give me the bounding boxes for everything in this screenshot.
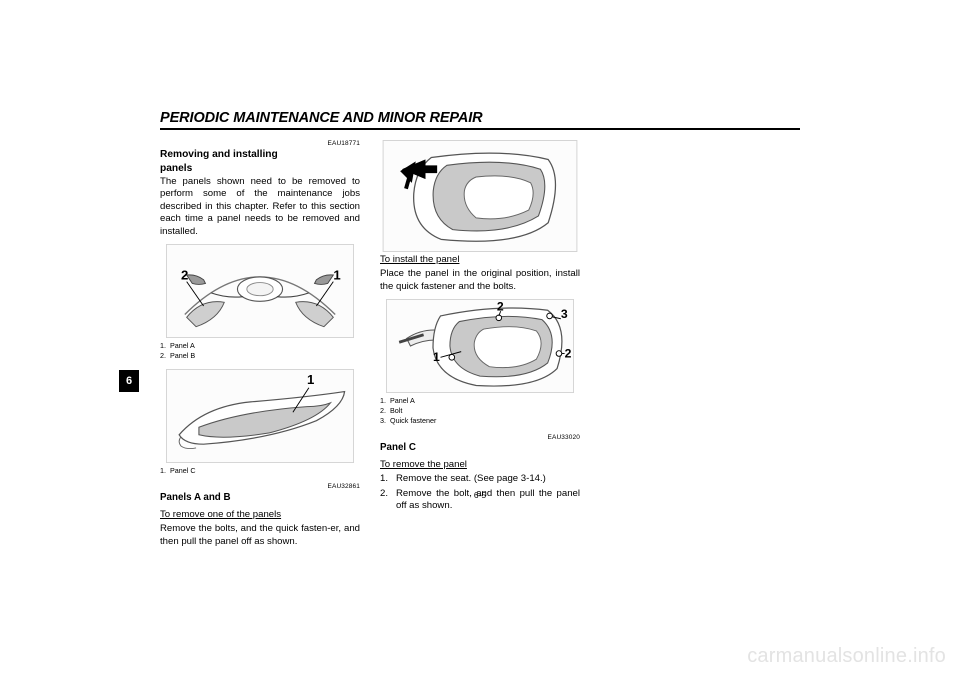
section-title-line: panels [160, 163, 192, 174]
caption-num: 2. [380, 406, 390, 416]
three-column-body: EAU18771 Removing and installing panels … [160, 140, 800, 570]
figure-caption: 1.Panel A 2.Bolt 3.Quick fastener [380, 396, 580, 425]
figure-caption: 1.Panel A 2.Panel B [160, 341, 360, 360]
caption-num: 1. [380, 396, 390, 406]
svg-text:2: 2 [565, 347, 572, 361]
svg-text:1: 1 [433, 350, 440, 364]
ref-code: EAU18771 [160, 140, 360, 148]
page-heading: PERIODIC MAINTENANCE AND MINOR REPAIR [160, 110, 800, 126]
procedure-head: To remove the panel [380, 459, 580, 471]
svg-text:3: 3 [561, 307, 568, 321]
svg-text:1: 1 [333, 268, 340, 283]
figure-caption: 1.Panel C [160, 466, 360, 476]
caption-num: 1. [160, 341, 170, 351]
caption-num: 2. [160, 351, 170, 361]
heading-rule [160, 128, 800, 130]
caption-text: Panel A [390, 396, 415, 406]
procedure-head: To remove one of the panels [160, 509, 360, 521]
step-text: Remove the seat. (See page 3-14.) [396, 473, 580, 485]
figure-panels-a-b: 2 1 [160, 244, 360, 338]
caption-text: Panel C [170, 466, 196, 476]
caption-text: Quick fastener [390, 416, 436, 426]
section-title-line: Removing and installing [160, 149, 278, 160]
page-heading-wrap: PERIODIC MAINTENANCE AND MINOR REPAIR [160, 110, 800, 130]
section-title: Removing and installing panels [160, 148, 360, 175]
caption-text: Bolt [390, 406, 402, 416]
step-item: 1. Remove the seat. (See page 3-14.) [380, 473, 580, 485]
ref-code: EAU33020 [380, 434, 580, 442]
figure-panel-removal [380, 140, 580, 252]
page-number: 6-5 [160, 490, 800, 500]
svg-text:2: 2 [181, 268, 188, 283]
figure-panel-c-location: 1 [160, 369, 360, 463]
page: PERIODIC MAINTENANCE AND MINOR REPAIR EA… [0, 0, 960, 678]
body-text: The panels shown need to be removed to p… [160, 176, 360, 238]
procedure-head: To install the panel [380, 254, 580, 266]
step-number: 1. [380, 473, 396, 485]
body-text: Place the panel in the original position… [380, 268, 580, 293]
caption-text: Panel B [170, 351, 195, 361]
subsection-title: Panel C [380, 442, 580, 455]
caption-num: 3. [380, 416, 390, 426]
figure-panel-install: 2 3 1 2 [380, 299, 580, 393]
caption-text: Panel A [170, 341, 195, 351]
body-text: Remove the bolts, and the quick fasten-e… [160, 523, 360, 548]
content-area: PERIODIC MAINTENANCE AND MINOR REPAIR EA… [160, 110, 800, 570]
svg-text:1: 1 [307, 372, 314, 387]
caption-num: 1. [160, 466, 170, 476]
chapter-tab: 6 [119, 370, 139, 392]
watermark: carmanualsonline.info [747, 645, 946, 668]
